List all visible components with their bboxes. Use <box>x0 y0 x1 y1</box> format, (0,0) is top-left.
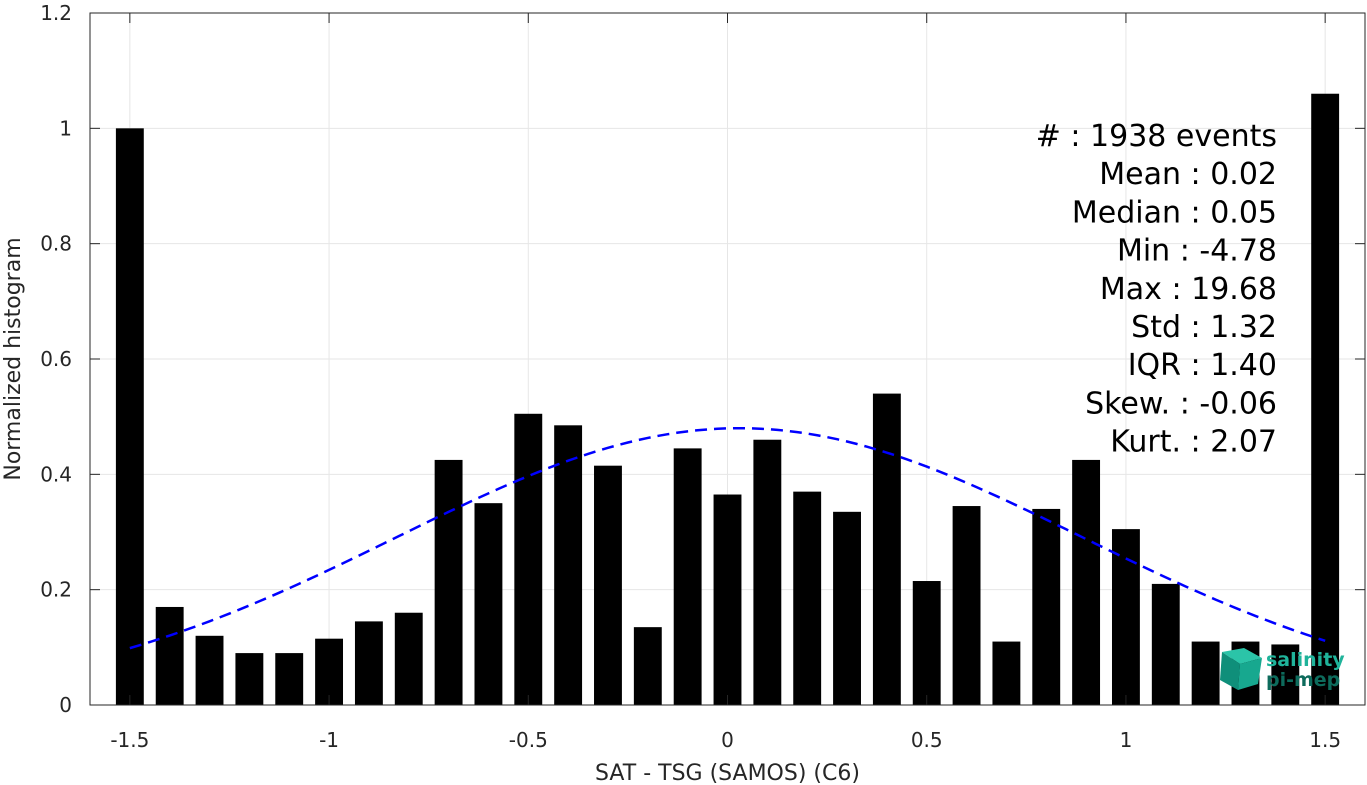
histogram-bar <box>394 612 423 705</box>
x-axis-ticks: -1.5 -1 -0.5 0 0.5 1 1.5 <box>110 13 1341 752</box>
histogram-bar <box>155 606 184 705</box>
histogram-bar <box>1072 459 1101 705</box>
histogram-bar <box>195 635 224 705</box>
histogram-bar <box>673 448 702 705</box>
y-tick-label: 0 <box>59 693 72 717</box>
histogram-bar <box>1111 529 1140 705</box>
logo-text-salinity: salinity <box>1266 649 1345 671</box>
y-tick-label: 0.8 <box>40 232 72 256</box>
x-axis-label: SAT - TSG (SAMOS) (C6) <box>595 761 860 785</box>
y-tick-label: 1 <box>59 116 72 140</box>
histogram-bar <box>235 653 264 705</box>
histogram-bar <box>474 503 503 705</box>
histogram-bar <box>633 627 662 705</box>
x-tick-label: 1 <box>1120 728 1133 752</box>
x-tick-label: 1.5 <box>1309 728 1341 752</box>
histogram-bar <box>713 494 742 705</box>
logo-cube-icon <box>1220 648 1262 690</box>
y-tick-label: 0.6 <box>40 347 72 371</box>
histogram-bar <box>833 511 861 705</box>
x-tick-label: 0 <box>721 728 734 752</box>
histogram-bar <box>434 459 463 705</box>
stats-line: Std : 1.32 <box>1131 310 1277 345</box>
gaussian-fit-curve <box>129 426 1326 650</box>
y-tick-label: 0.2 <box>40 578 72 602</box>
histogram-bar <box>1191 641 1220 705</box>
histogram-bar <box>753 439 782 705</box>
x-tick-label: -1.5 <box>110 728 149 752</box>
histogram-bar <box>275 653 304 705</box>
x-tick-label: -0.5 <box>509 728 548 752</box>
histogram-bar <box>115 128 144 706</box>
histogram-bar <box>1311 93 1340 705</box>
y-axis-label: Normalized histogram <box>1 237 26 480</box>
stats-line: Min : -4.78 <box>1117 234 1277 269</box>
stats-line: IQR : 1.40 <box>1128 348 1277 383</box>
stats-line: # : 1938 events <box>1036 119 1277 154</box>
histogram-bar <box>315 638 344 705</box>
x-tick-label: 0.5 <box>911 728 943 752</box>
histogram-bars <box>115 93 1340 706</box>
stats-line: Kurt. : 2.07 <box>1110 425 1277 460</box>
stats-line: Max : 19.68 <box>1100 272 1277 307</box>
stats-line: Median : 0.05 <box>1072 195 1277 230</box>
histogram-bar <box>952 506 981 705</box>
y-axis-ticks: 0 0.2 0.4 0.6 0.8 1 1.2 <box>40 1 1365 717</box>
histogram-bar <box>594 465 622 705</box>
histogram-bar <box>554 425 583 705</box>
histogram-bar <box>514 413 543 705</box>
histogram-bar <box>912 581 941 705</box>
salinity-pimep-logo: salinity pi-mep <box>1220 648 1345 691</box>
histogram-bar <box>992 641 1021 705</box>
histogram-bar <box>872 393 901 705</box>
histogram-bar <box>1032 508 1061 705</box>
histogram-bar <box>793 491 822 705</box>
histogram-bar <box>1151 583 1180 705</box>
stats-line: Skew. : -0.06 <box>1085 386 1277 421</box>
x-tick-label: -1 <box>319 728 339 752</box>
histogram-bar <box>354 621 383 705</box>
logo-text-pimep: pi-mep <box>1266 669 1340 691</box>
y-tick-label: 1.2 <box>40 1 72 25</box>
stats-line: Mean : 0.02 <box>1099 157 1277 192</box>
y-tick-label: 0.4 <box>40 462 72 486</box>
histogram-bar <box>1271 644 1300 705</box>
